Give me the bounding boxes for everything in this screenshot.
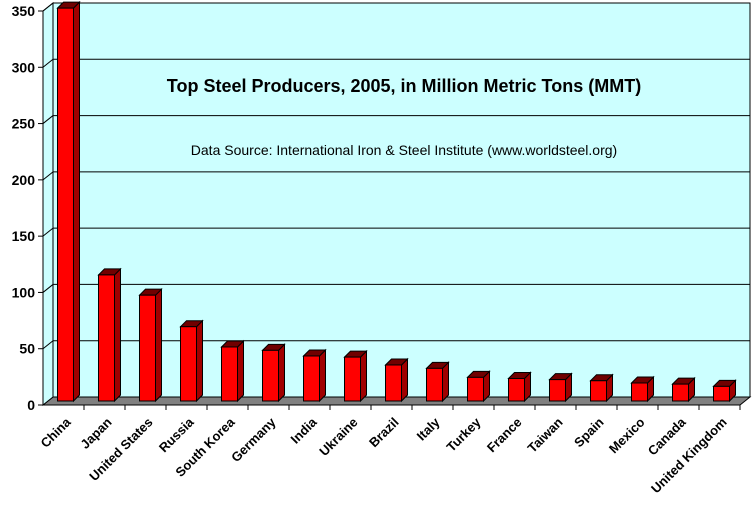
bar-side [278,343,285,403]
gridline-side [42,284,54,293]
bar [138,287,163,403]
bar-front [672,383,689,402]
y-tick-label: 200 [12,172,36,188]
bar [261,343,286,403]
y-tick-label: 150 [12,228,36,244]
x-category-label: Germany [228,414,279,465]
gridline-side [42,115,54,124]
bar-side [360,349,367,403]
gridline-side [42,340,54,350]
x-category-label: Ukraine [316,415,360,459]
x-category-label: Japan [77,414,114,451]
bar [97,267,122,403]
bar [589,373,614,403]
chart-subtitle: Data Source: International Iron & Steel … [191,142,617,158]
bar-front [426,367,443,402]
bar-front [262,349,279,402]
gridline-side [42,2,54,12]
x-category-label: China [37,414,74,451]
bar [466,370,491,403]
bar-side [155,287,162,403]
y-tick-label: 100 [12,284,36,300]
bar-side [401,357,408,403]
bar-side [319,348,326,403]
bar-side [237,339,244,403]
bar [220,339,245,403]
y-tick-label: 350 [12,3,36,19]
bar-front [180,326,197,402]
x-category-label: Russia [156,414,197,455]
chart-walls-layer [42,1,751,407]
bar [712,379,737,403]
bar [548,372,573,403]
y-tick-label: 50 [19,341,35,357]
bar-side [73,0,80,403]
bars-layer [56,0,737,403]
gridline-side [42,58,54,68]
bar [384,357,409,403]
y-axis-ticks: 0 50 100 150 200 250 300 350 [12,3,44,413]
bar [671,376,696,403]
x-category-label: France [484,415,525,456]
bar-front [98,274,115,402]
x-category-label: Spain [571,414,607,450]
bar-front [57,7,74,402]
x-category-label: Mexico [606,414,648,456]
x-category-label: United Kingdom [648,415,730,497]
bar [56,0,81,403]
y-tick-label: 250 [12,116,36,132]
gridline-side [42,227,54,237]
bar-front [713,385,730,402]
plot-back-wall [52,2,751,398]
x-category-label: Brazil [366,415,402,451]
x-category-label: Italy [414,414,444,444]
bar [302,348,327,403]
bar-front [631,382,648,402]
bar [630,375,655,403]
bar-front [221,346,238,402]
bar-side [196,319,203,403]
y-tick-label: 0 [27,397,35,413]
bar-front [549,379,566,402]
chart-title: Top Steel Producers, 2005, in Million Me… [167,76,641,96]
bar-front [139,294,156,402]
bar-front [385,364,402,402]
bar-side [114,267,121,403]
bar-front [303,355,320,402]
bar [343,349,368,403]
bar-front [344,356,361,402]
y-tick-label: 300 [12,59,36,75]
bar-front [590,380,607,402]
bar-front [467,376,484,402]
bar [425,361,450,403]
bar [507,371,532,403]
bar-front [508,377,525,402]
x-category-label: India [288,414,321,447]
x-category-label: Taiwan [525,414,566,455]
gridline-side [42,171,54,181]
x-category-label: Turkey [444,414,485,455]
gridlines-layer [42,2,750,350]
bar [179,319,204,403]
